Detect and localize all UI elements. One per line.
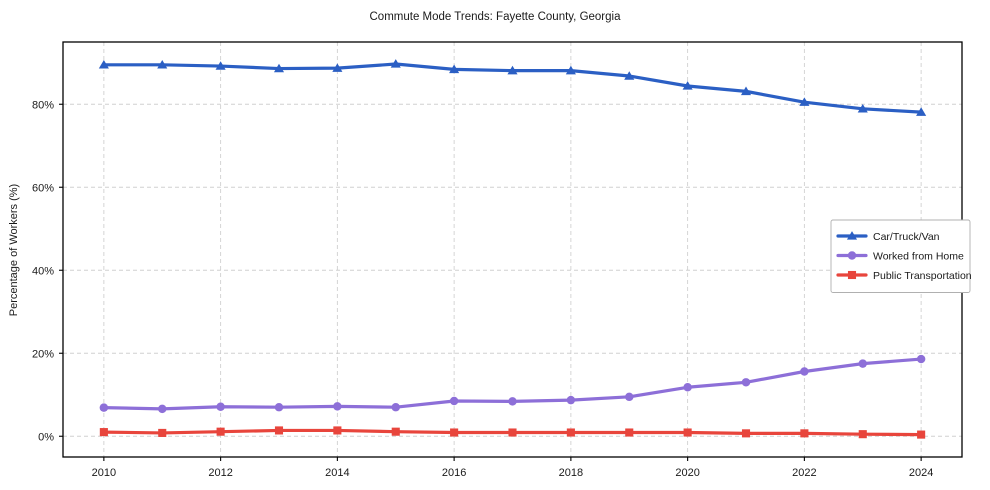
legend-label: Public Transportation [873,270,972,282]
data-point [741,429,751,438]
data-point [917,430,926,439]
data-point [449,64,460,74]
data-series [98,59,927,439]
data-point [390,59,401,68]
legend-item-worked-from-home[interactable]: Worked from Home [836,251,964,263]
y-tick-label: 80% [32,99,54,111]
data-point [215,61,226,70]
data-point [216,402,225,412]
x-tick-label: 2022 [792,467,816,479]
data-point [391,402,400,412]
data-point [99,428,108,437]
x-tick-label: 2014 [325,467,349,479]
data-point [158,428,167,437]
y-axis-label: Percentage of Workers (%) [8,184,20,316]
series-worked-from-home [99,354,926,414]
x-tick-label: 2016 [442,467,466,479]
data-point [273,63,285,73]
legend-marker [847,251,857,260]
legend-label: Worked from Home [873,251,964,263]
data-point [565,65,576,75]
data-point [625,392,634,402]
data-point [858,359,867,368]
legend-label: Car/Truck/Van [873,231,940,243]
y-tick-label: 60% [32,182,54,194]
data-point [508,428,517,437]
data-point [98,59,109,69]
legend-item-car-truck-van[interactable]: Car/Truck/Van [836,231,940,243]
data-point [450,428,459,437]
y-tick-label: 0% [38,431,54,443]
data-point [683,383,692,392]
chart-title: Commute Mode Trends: Fayette County, Geo… [370,11,622,23]
x-tick-label: 2020 [675,467,699,479]
data-point [99,403,109,412]
x-tick-label: 2018 [559,467,583,479]
data-point [916,354,926,364]
data-point [683,428,692,437]
data-point [274,426,284,435]
data-point [216,427,225,436]
data-point [682,81,693,90]
data-point [274,402,284,412]
data-point [857,103,868,113]
data-point [449,396,459,406]
y-tick-label: 40% [32,265,54,277]
data-point [740,86,752,96]
axis-ticks [59,103,922,461]
data-point [566,428,575,437]
data-point [507,65,518,75]
data-point [391,427,400,436]
x-tick-label: 2012 [208,467,232,479]
data-point [566,395,576,405]
data-point [158,404,167,414]
series-car-truck-van [98,59,927,116]
x-tick-label: 2024 [909,467,933,479]
axis-tick-labels: 0% 20% 40% 60% 80% 2010 2012 2014 2016 2018 2020 20… [32,99,933,479]
data-point [916,107,927,116]
legend-marker [847,270,857,280]
data-point [332,63,343,72]
data-point [799,97,810,106]
data-point [333,402,342,411]
data-point [157,59,168,69]
chart-legend[interactable]: Car/Truck/Van Worked from Home Public Tran… [830,219,972,293]
x-tick-label: 2010 [92,467,116,479]
data-point [800,367,809,376]
data-point [741,378,751,387]
data-point [800,429,809,438]
data-point [333,426,342,435]
legend-item-public-transportation[interactable]: Public Transportation [836,270,972,282]
data-point [858,430,867,439]
data-point [624,71,635,80]
series-public-transportation [99,426,926,439]
legend-marker [846,231,858,240]
data-point [508,397,517,406]
y-tick-label: 20% [32,348,54,360]
data-point [625,428,634,437]
